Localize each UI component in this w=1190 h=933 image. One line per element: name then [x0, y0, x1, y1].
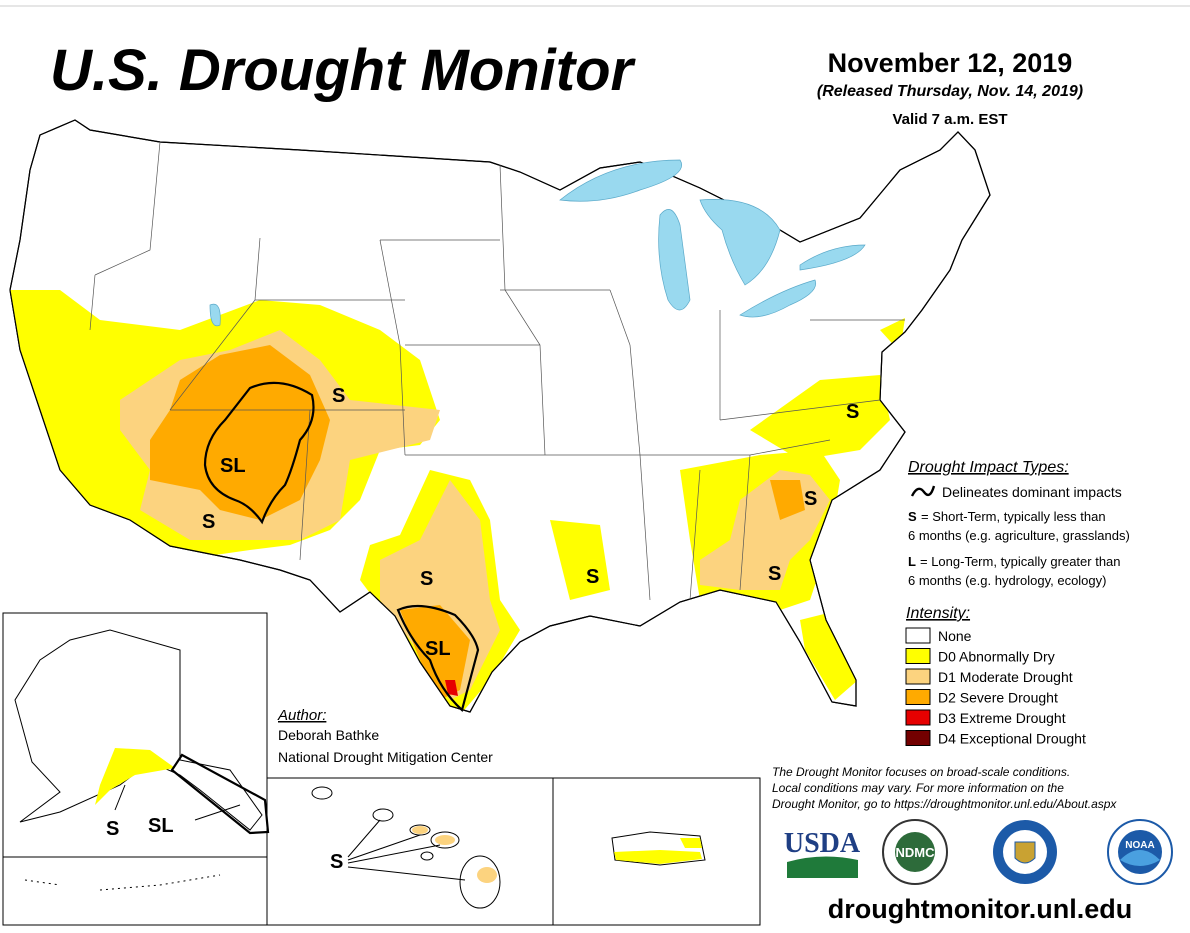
alaska-drought [95, 748, 175, 805]
ndmc-text: NDMC [896, 845, 936, 860]
usda-logo: USDA [784, 828, 861, 878]
great-lakes [209, 159, 866, 327]
impact-line-symbol [910, 485, 936, 497]
drought-area [380, 480, 500, 700]
usda-text: USDA [784, 828, 861, 859]
aleutians [24, 874, 221, 891]
released: (Released Thursday, Nov. 14, 2019) [817, 83, 1083, 100]
drought-area [445, 680, 458, 696]
intensity-swatch [905, 709, 931, 726]
conus-border [9, 119, 991, 713]
intensity-swatch [905, 730, 931, 746]
intensity-label: D0 Abnormally Dry [938, 649, 1055, 665]
impact-label: S [768, 563, 781, 585]
drought-area [150, 345, 330, 520]
url: droughtmonitor.unl.edu [828, 894, 1132, 924]
note-line: The Drought Monitor focuses on broad-sca… [772, 765, 1070, 779]
intensity-label: D1 Moderate Drought [938, 669, 1073, 685]
ndmc-logo: NDMC [882, 819, 948, 885]
intensity-swatch [905, 627, 931, 644]
impact-label: S [586, 566, 599, 588]
puerto-rico-drought [614, 838, 702, 864]
impact-label: S [804, 488, 817, 510]
drought-area [750, 375, 890, 460]
intensity-legend: None D0 Abnormally Dry D1 Moderate Drought… [905, 627, 1086, 747]
drought-area [400, 605, 470, 700]
author-heading: Author: [277, 707, 326, 724]
drought-area [770, 480, 805, 520]
intensity-swatch [905, 648, 931, 664]
date: November 12, 2019 [828, 48, 1073, 78]
intensity-heading: Intensity: [906, 605, 970, 622]
title: U.S. Drought Monitor [50, 38, 637, 103]
long-term-line: 6 months (e.g. hydrology, ecology) [908, 573, 1106, 588]
hawaii-drought [412, 826, 497, 883]
impact-label: S [846, 401, 859, 423]
usda-swoosh [787, 856, 858, 878]
intensity-swatch [905, 668, 931, 685]
hawaii-pointers [347, 819, 466, 881]
valid: Valid 7 a.m. EST [892, 111, 1007, 128]
intensity-label: None [938, 628, 972, 644]
alaska-pointers [114, 784, 241, 821]
intensity-label: D3 Extreme Drought [938, 710, 1066, 726]
impact-label: S [420, 568, 433, 590]
note-line: Drought Monitor, go to https://droughtmo… [772, 797, 1117, 811]
impact-heading: Drought Impact Types: [908, 459, 1069, 476]
intensity-label: D4 Exceptional Drought [938, 731, 1086, 747]
author-org: National Drought Mitigation Center [278, 749, 493, 765]
intensity-label: D2 Severe Drought [938, 690, 1058, 706]
author-name: Deborah Bathke [278, 727, 379, 743]
long-term-code: L [908, 554, 916, 569]
intensity-swatch [905, 689, 931, 705]
impact-label: SL [148, 815, 174, 837]
map-labels: S SL S S SL S S S S S SL S [106, 385, 859, 873]
impact-label: SL [220, 455, 246, 477]
noaa-text: NOAA [1125, 840, 1154, 851]
inset-frames [2, 612, 761, 926]
noaa-logo: NOAA [1107, 819, 1173, 885]
commerce-logo [993, 820, 1057, 884]
short-term-line: = Short-Term, typically less than [921, 509, 1106, 524]
note-line: Local conditions may vary. For more info… [772, 781, 1064, 795]
long-term-line: = Long-Term, typically greater than [920, 554, 1121, 569]
impact-label: S [202, 511, 215, 533]
impact-label: S [106, 818, 119, 840]
state-lines [89, 141, 905, 601]
impact-label: S [332, 385, 345, 407]
short-term-line: 6 months (e.g. agriculture, grasslands) [908, 528, 1130, 543]
drought-area [550, 520, 610, 600]
impact-delineates: Delineates dominant impacts [942, 484, 1122, 500]
impact-label: S [330, 851, 343, 873]
impact-label: SL [425, 638, 451, 660]
short-term-code: S [908, 509, 917, 524]
alaska-impact-boundary [170, 753, 270, 835]
impact-boundaries [203, 381, 480, 713]
